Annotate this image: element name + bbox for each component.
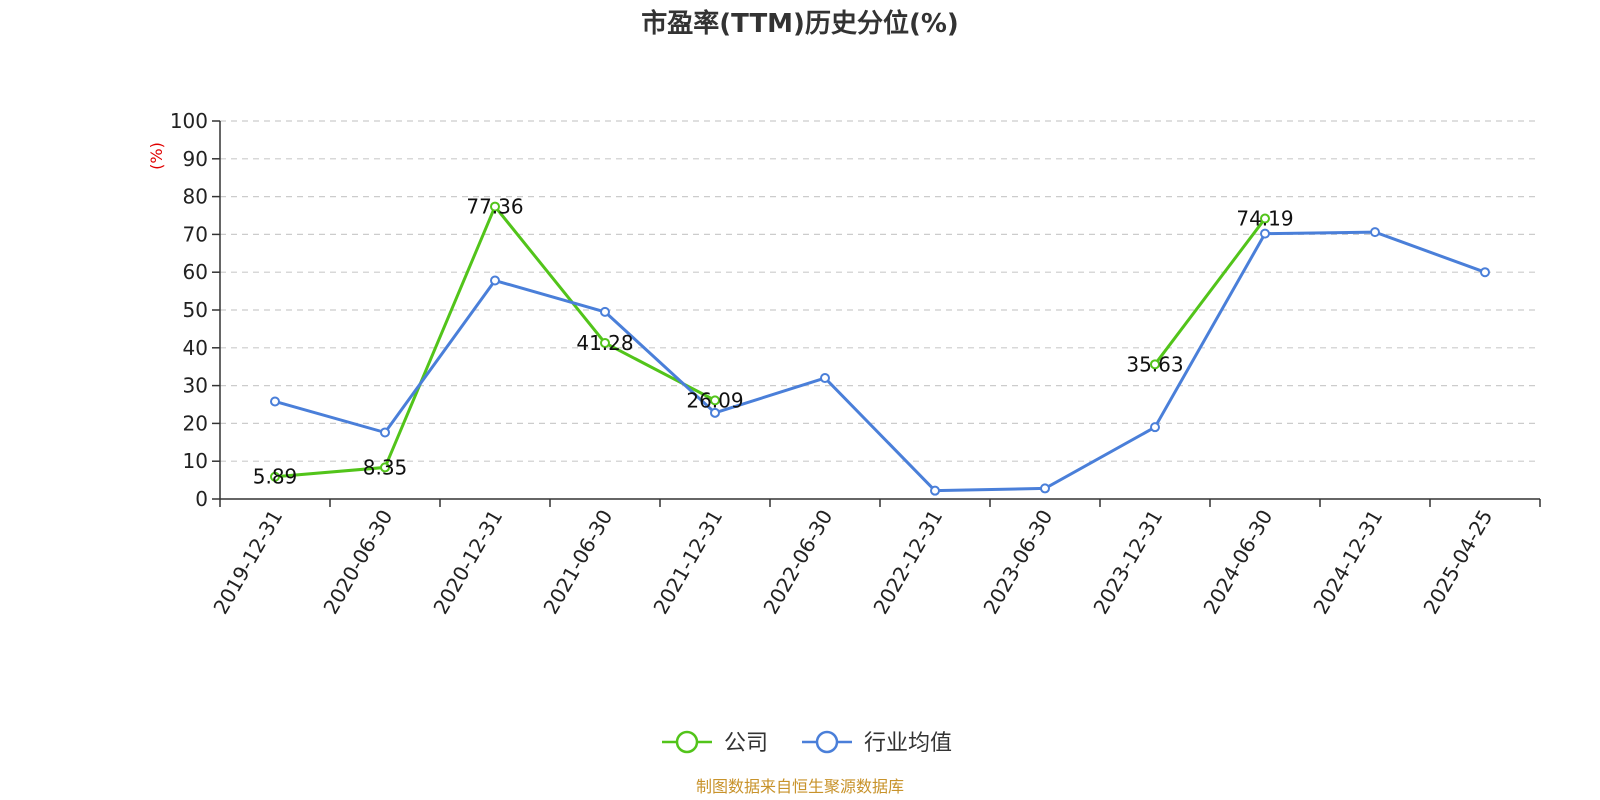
data-point[interactable] xyxy=(270,471,280,482)
legend-item-1[interactable]: 行业均值 xyxy=(802,730,952,756)
data-label: 26.09 xyxy=(686,388,743,412)
source-note: 制图数据来自恒生聚源数据库 xyxy=(696,777,904,796)
x-tick-label: 2019-12-31 xyxy=(208,506,287,619)
y-tick-label: 80 xyxy=(183,185,208,209)
data-point[interactable] xyxy=(490,201,500,212)
legend-label: 行业均值 xyxy=(864,731,952,756)
data-label: 5.89 xyxy=(253,465,298,489)
x-tick-label: 2020-06-30 xyxy=(318,506,397,619)
data-point[interactable] xyxy=(820,373,830,384)
series-line-0 xyxy=(274,205,716,479)
y-tick-label: 30 xyxy=(183,374,208,398)
y-tick-label: 50 xyxy=(183,298,208,322)
y-tick-label: 0 xyxy=(195,487,208,511)
legend-item-0[interactable]: 公司 xyxy=(662,730,768,756)
y-axis-unit-label: (%) xyxy=(147,142,166,170)
y-tick-label: 100 xyxy=(170,109,208,133)
y-tick-label: 60 xyxy=(183,260,208,284)
data-point[interactable] xyxy=(600,337,610,348)
x-tick-label: 2023-12-31 xyxy=(1088,506,1167,619)
y-tick-label: 10 xyxy=(183,449,208,473)
grid-lines xyxy=(220,120,1540,462)
x-tick-label: 2020-12-31 xyxy=(428,506,507,619)
legend-label: 公司 xyxy=(724,731,768,756)
legend-marker xyxy=(815,730,839,754)
data-point[interactable] xyxy=(710,407,720,418)
data-point[interactable] xyxy=(1260,228,1270,239)
data-point[interactable] xyxy=(710,395,720,406)
x-tick-label: 2025-04-25 xyxy=(1418,506,1497,619)
y-tick-label: 70 xyxy=(183,222,208,246)
data-point[interactable] xyxy=(600,306,610,317)
data-label: 8.35 xyxy=(363,455,408,479)
data-point[interactable] xyxy=(1040,483,1050,494)
data-point[interactable] xyxy=(490,275,500,286)
legend-marker xyxy=(675,730,699,754)
data-point[interactable] xyxy=(1260,213,1270,224)
data-point[interactable] xyxy=(270,396,280,407)
series-line-1 xyxy=(274,230,1486,493)
x-tick-label: 2021-06-30 xyxy=(538,506,617,619)
data-labels: 5.89 8.35 77.36 41.28 26.09 35.63 74.19 xyxy=(253,195,1294,489)
x-tick-label: 2021-12-31 xyxy=(648,506,727,619)
data-point[interactable] xyxy=(380,462,390,473)
axes: 0 10 20 30 40 50 60 70 80 90 100 2019-12-31 2020-06-… xyxy=(170,109,1541,619)
x-tick-label: 2024-06-30 xyxy=(1198,506,1277,619)
y-tick-label: 90 xyxy=(183,147,208,171)
x-tick-label: 2023-06-30 xyxy=(978,506,1057,619)
data-point[interactable] xyxy=(380,427,390,438)
data-point[interactable] xyxy=(1370,227,1380,238)
data-point[interactable] xyxy=(1150,359,1160,370)
y-tick-label: 40 xyxy=(183,336,208,360)
data-point[interactable] xyxy=(930,485,940,496)
series-lines xyxy=(270,201,1490,496)
x-tick-label: 2022-06-30 xyxy=(758,506,837,619)
data-label: 77.36 xyxy=(466,195,523,219)
data-label: 35.63 xyxy=(1126,352,1183,376)
series-line-0 xyxy=(1153,217,1267,366)
chart-title: 市盈率(TTM)历史分位(%) xyxy=(641,8,959,39)
data-label: 41.28 xyxy=(576,331,633,355)
x-tick-label: 2024-12-31 xyxy=(1308,506,1387,619)
y-tick-label: 20 xyxy=(183,411,208,435)
x-tick-label: 2022-12-31 xyxy=(868,506,947,619)
data-point[interactable] xyxy=(1480,267,1490,278)
data-label: 74.19 xyxy=(1236,207,1293,231)
data-point[interactable] xyxy=(1150,422,1160,433)
legend[interactable]: 公司 行业均值 xyxy=(662,730,952,756)
